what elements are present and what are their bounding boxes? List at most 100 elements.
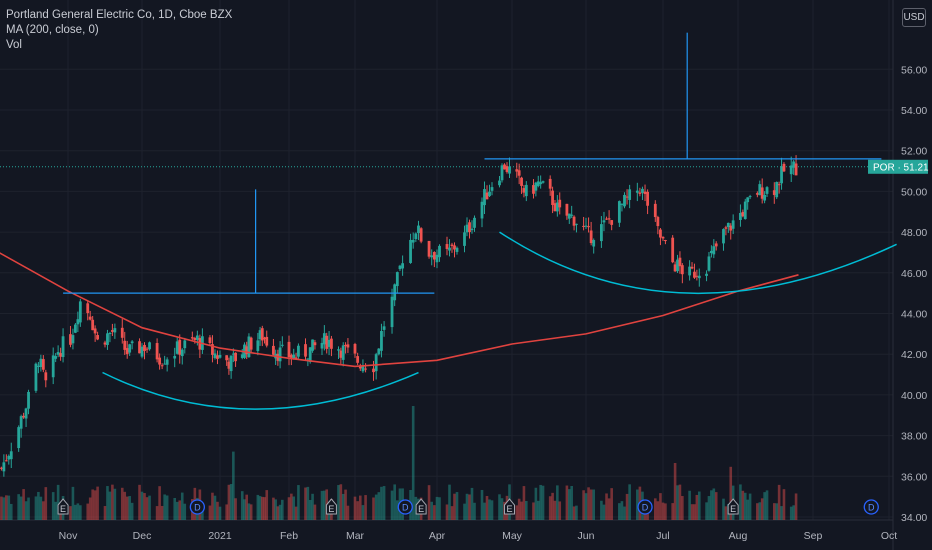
volume-bar [71, 486, 75, 520]
candle-body [748, 196, 752, 198]
price-tag-text: POR · 51.21 [873, 162, 929, 173]
volume-bar [106, 486, 109, 520]
volume-bar [9, 503, 13, 520]
volume-bar [88, 497, 92, 520]
volume-bar [256, 494, 260, 520]
volume-bar [671, 503, 674, 520]
legend-title[interactable]: Portland General Electric Co, 1D, Cboe B… [6, 9, 233, 21]
volume-bar [125, 496, 129, 520]
volume-bar [430, 501, 434, 520]
candle-body [71, 335, 75, 344]
candle-body [292, 354, 296, 359]
volume-bar [522, 486, 526, 520]
earnings-marker[interactable]: E [325, 498, 337, 515]
volume-bar [659, 493, 662, 520]
candle-body [256, 340, 260, 351]
volume-bar [636, 489, 639, 520]
volume-bar [517, 498, 521, 520]
candle-body [278, 347, 282, 362]
volume-bar [148, 495, 151, 520]
volume-bar [76, 503, 80, 520]
earnings-marker[interactable]: E [415, 498, 427, 515]
volume-bar [625, 493, 629, 520]
candle-body [249, 337, 253, 350]
candle-body [498, 180, 501, 186]
volume-bar [455, 492, 459, 520]
candle-body [722, 229, 725, 244]
candle-body [24, 408, 28, 419]
candle-body [755, 193, 759, 195]
volume-bar [225, 504, 228, 520]
volume-bar [358, 495, 362, 520]
candle-body [485, 192, 489, 200]
volume-bar [287, 497, 291, 520]
volume-bar [260, 496, 264, 520]
volume-bar [756, 503, 759, 520]
volume-bar [589, 489, 593, 520]
candle-body [138, 341, 141, 354]
volume-bar [34, 496, 38, 520]
candle-body [163, 363, 167, 365]
earnings-marker[interactable]: E [504, 498, 515, 515]
candle-body [572, 216, 576, 226]
candle-body [617, 201, 621, 223]
volume-bar [575, 505, 578, 520]
dividend-label: D [868, 503, 875, 513]
dividend-marker[interactable]: D [863, 499, 879, 515]
currency-button[interactable]: USD [902, 8, 926, 27]
candle-body [218, 354, 222, 358]
legend-ma[interactable]: MA (200, close, 0) [6, 24, 99, 36]
candle-body [227, 361, 231, 369]
dividend-marker[interactable]: D [637, 499, 653, 515]
earnings-marker[interactable]: E [727, 498, 739, 515]
candle-body [69, 334, 72, 345]
ma-200-path [0, 252, 799, 368]
volume-bar [346, 505, 350, 520]
candle-body [714, 243, 718, 247]
volume-bar [520, 501, 523, 520]
drawing-annotations[interactable] [63, 32, 897, 410]
volume-bar [227, 484, 231, 520]
candle-body [772, 190, 776, 195]
volume-bar [173, 497, 177, 520]
legend-vol[interactable]: Vol [6, 39, 22, 51]
time-axis[interactable]: Nov Dec 2021 Feb Mar Apr May Jun Jul Aug Sep Oct [59, 530, 898, 542]
cup-arc [499, 231, 897, 295]
volume-bar [470, 487, 474, 520]
time-tick-label: Feb [280, 530, 298, 542]
candle-body [4, 460, 8, 462]
candle-body [91, 319, 95, 331]
candle-body [382, 326, 386, 330]
candle-body [551, 190, 554, 205]
volume-bar [364, 495, 367, 520]
candle-body [346, 344, 350, 348]
volume-bar [51, 492, 55, 520]
candle-body [520, 177, 523, 186]
volume-bar [623, 506, 626, 520]
candle-body [54, 356, 58, 359]
candle-body [353, 343, 357, 354]
volume-bar [592, 489, 595, 520]
dividend-marker[interactable]: D [189, 499, 206, 515]
candle-body [676, 259, 679, 272]
price-axis[interactable]: 34.00 36.00 38.00 40.00 42.00 44.00 46.00 48.00… [901, 64, 927, 524]
volume-bar [232, 451, 235, 520]
candle-body [553, 203, 557, 212]
volume-bar [610, 488, 613, 520]
volume-bar [539, 484, 542, 520]
candle-body [430, 255, 434, 258]
volume-bar [278, 504, 282, 520]
candle-body [758, 184, 762, 196]
volume-bar [741, 490, 745, 520]
candle-body [455, 247, 459, 252]
volume-bar [705, 502, 708, 520]
candle-body [93, 328, 97, 334]
event-markers[interactable]: E E E E ED D D D [57, 498, 879, 515]
earnings-marker[interactable]: E [57, 498, 69, 515]
candle-body [358, 365, 362, 369]
candle-body [463, 232, 466, 246]
candle-body [372, 368, 375, 373]
dividend-marker[interactable]: D [397, 499, 413, 515]
candle-body [555, 202, 559, 212]
